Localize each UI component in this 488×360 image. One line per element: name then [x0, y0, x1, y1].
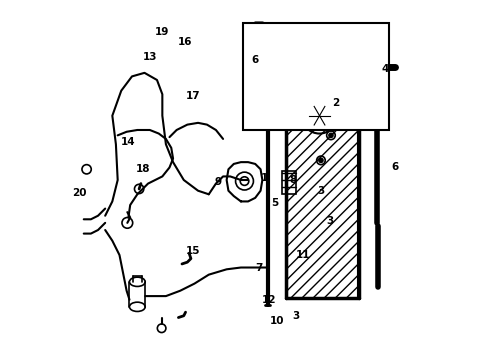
- Text: 11: 11: [296, 250, 310, 260]
- Text: 3: 3: [326, 216, 333, 226]
- Circle shape: [328, 133, 332, 138]
- Text: 20: 20: [72, 188, 86, 198]
- Text: 12: 12: [262, 295, 276, 305]
- Circle shape: [291, 46, 295, 50]
- FancyBboxPatch shape: [242, 23, 388, 130]
- Text: 3: 3: [292, 311, 299, 321]
- Text: 1: 1: [260, 173, 267, 183]
- Text: 15: 15: [185, 247, 200, 256]
- Text: 6: 6: [251, 55, 258, 65]
- Bar: [287, 76, 356, 298]
- Text: 7: 7: [255, 262, 262, 273]
- Text: 10: 10: [269, 316, 284, 326]
- Text: 6: 6: [390, 162, 397, 172]
- Text: 13: 13: [142, 52, 157, 62]
- Text: 8: 8: [288, 175, 296, 185]
- Text: 19: 19: [155, 27, 169, 37]
- Text: 16: 16: [178, 37, 192, 48]
- Bar: [282, 171, 296, 194]
- Text: 5: 5: [271, 198, 278, 208]
- Text: 3: 3: [317, 186, 324, 196]
- Text: 4: 4: [381, 64, 388, 74]
- Text: 9: 9: [214, 177, 221, 187]
- Text: 2: 2: [331, 98, 339, 108]
- Text: 17: 17: [185, 91, 200, 101]
- Circle shape: [318, 158, 323, 162]
- Circle shape: [284, 81, 290, 86]
- Text: 18: 18: [135, 164, 150, 174]
- Text: 14: 14: [121, 138, 136, 148]
- Circle shape: [317, 113, 321, 118]
